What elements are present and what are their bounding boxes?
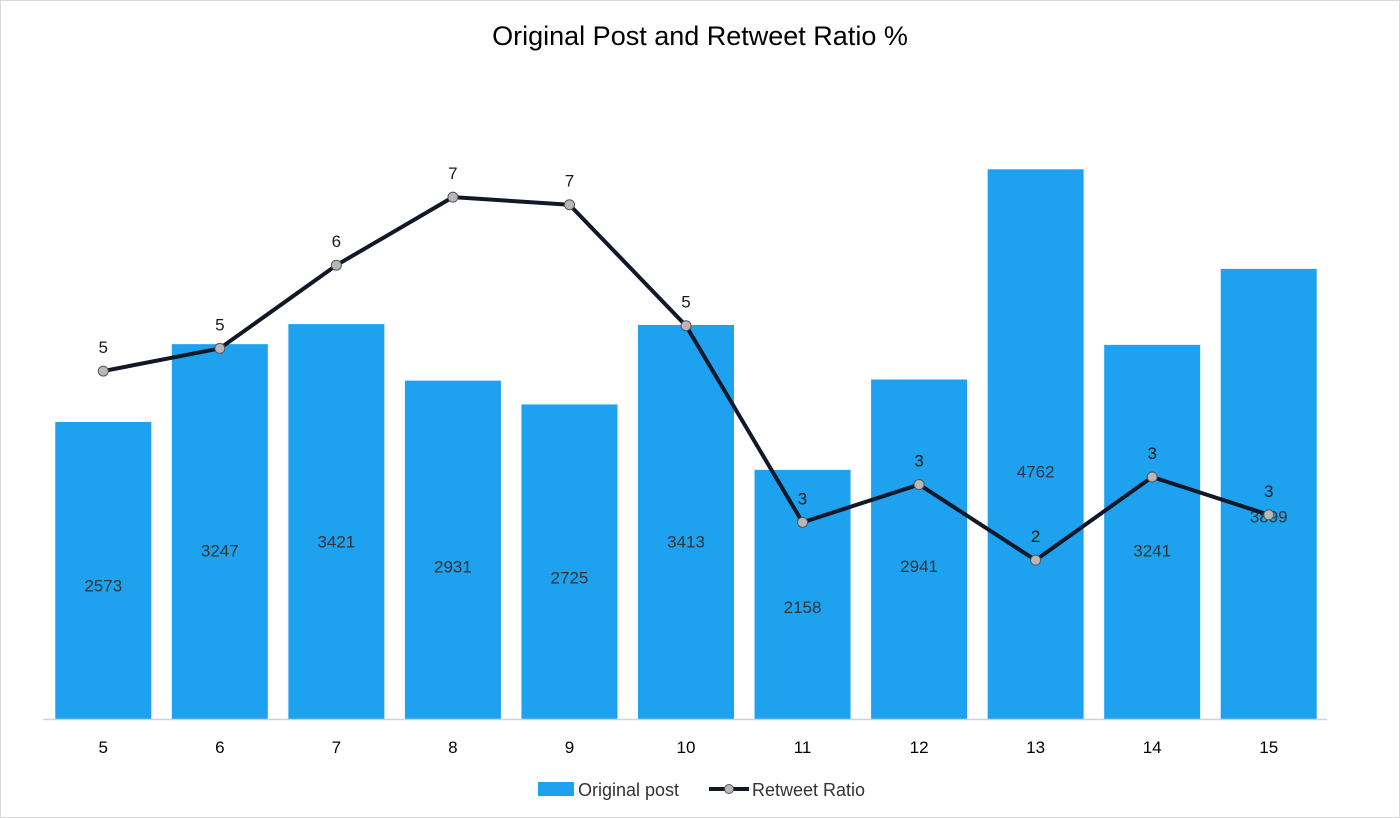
- retweet-ratio-point: [1030, 554, 1042, 566]
- bars-layer: [55, 169, 1317, 720]
- bar-value-label: 4762: [1017, 463, 1055, 482]
- x-tick-label: 6: [215, 738, 224, 757]
- retweet-ratio-label: 6: [332, 232, 341, 251]
- bar-10: [638, 325, 734, 719]
- bar-labels-layer: 2573 3247 3421 2931 2725 3413 2158 2941 4762 3241…: [84, 463, 1287, 617]
- bar-15: [1220, 268, 1317, 719]
- retweet-ratio-label: 5: [99, 338, 108, 357]
- x-tick-labels: 5 6 7 8 9 10 11 12 13 14 15: [99, 738, 1279, 757]
- bar-value-label: 3247: [201, 541, 239, 560]
- bar-value-label: 2158: [784, 598, 822, 617]
- bar-13: [987, 169, 1084, 720]
- legend-swatch-original-post: [538, 782, 574, 796]
- retweet-ratio-point: [330, 259, 342, 271]
- legend-marker-retweet-ratio: [724, 784, 734, 794]
- x-tick-label: 8: [448, 738, 457, 757]
- bar-6: [171, 344, 268, 719]
- bar-value-label: 2573: [84, 576, 122, 595]
- x-tick-label: 5: [99, 738, 108, 757]
- x-tick-label: 9: [565, 738, 574, 757]
- line-series-layer: [97, 191, 1275, 566]
- retweet-ratio-label: 3: [914, 452, 923, 471]
- retweet-ratio-point: [797, 516, 809, 528]
- bar-12: [871, 379, 968, 719]
- bar-7: [288, 324, 385, 719]
- retweet-ratio-point: [913, 479, 925, 491]
- retweet-ratio-label: 5: [215, 315, 224, 334]
- bar-14: [1104, 344, 1201, 719]
- retweet-ratio-label: 2: [1031, 527, 1040, 546]
- retweet-ratio-label: 7: [565, 172, 574, 191]
- retweet-ratio-point: [563, 199, 575, 211]
- bar-value-label: 3413: [667, 533, 705, 552]
- retweet-ratio-label: 3: [798, 489, 807, 508]
- bar-5: [55, 421, 152, 719]
- bar-value-label: 3421: [317, 532, 355, 551]
- bar-value-label: 3241: [1133, 542, 1171, 561]
- retweet-ratio-label: 7: [448, 164, 457, 183]
- x-tick-label: 7: [332, 738, 341, 757]
- retweet-ratio-point: [1146, 471, 1158, 483]
- bar-9: [521, 404, 618, 719]
- retweet-ratio-point: [1263, 509, 1275, 521]
- retweet-ratio-point: [447, 191, 459, 203]
- x-tick-label: 15: [1259, 738, 1278, 757]
- retweet-ratio-label: 3: [1264, 482, 1273, 501]
- legend-label-retweet-ratio: Retweet Ratio: [752, 780, 865, 800]
- bar-value-label: 2941: [900, 557, 938, 576]
- chart-title: Original Post and Retweet Ratio %: [492, 21, 908, 51]
- retweet-ratio-label: 3: [1147, 444, 1156, 463]
- legend-label-original-post: Original post: [578, 780, 679, 800]
- retweet-ratio-point: [680, 320, 692, 332]
- retweet-ratio-point: [97, 365, 109, 377]
- retweet-ratio-point: [214, 342, 226, 354]
- legend: Original post Retweet Ratio: [538, 780, 865, 800]
- x-tick-label: 11: [794, 738, 812, 757]
- bar-8: [404, 380, 501, 719]
- x-tick-label: 12: [910, 738, 929, 757]
- bar-value-label: 2725: [551, 568, 589, 587]
- bar-value-label: 2931: [434, 558, 472, 577]
- retweet-ratio-label: 5: [681, 293, 690, 312]
- x-tick-label: 14: [1143, 738, 1162, 757]
- x-tick-label: 10: [677, 738, 696, 757]
- x-tick-label: 13: [1026, 738, 1045, 757]
- line-labels-layer: 5 5 6 7 7 5 3 3 2 3 3: [99, 164, 1274, 546]
